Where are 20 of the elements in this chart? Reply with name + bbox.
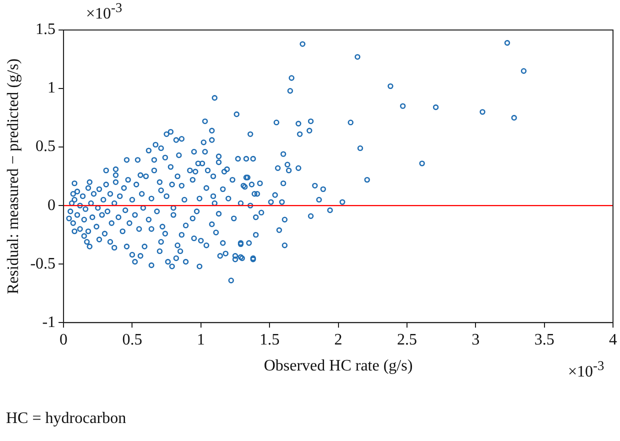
x-axis-title: Observed HC rate (g/s): [264, 358, 413, 375]
x-tick-label: 3.5: [534, 331, 554, 348]
x-tick-label: 2.5: [396, 331, 417, 348]
x-tick-label: 2: [334, 331, 342, 348]
x-tick-label: 1: [196, 331, 205, 348]
text: ×10$^{-3}$: [568, 358, 604, 382]
x-tick-label: 3: [472, 331, 480, 348]
text: ×10$^{-3}$: [86, 0, 122, 24]
x-tick-label: 4: [609, 331, 617, 348]
text: HC = hydrocarbon: [6, 410, 126, 428]
y-tick-label: -1: [42, 314, 56, 331]
x-tick-label: 1.5: [260, 331, 280, 348]
y-tick-label: 0.5: [36, 138, 56, 156]
x-tick-label: 0.5: [122, 331, 142, 348]
y-tick-label: 1: [48, 80, 56, 97]
y-tick-label: 0: [48, 196, 56, 214]
y-axis-title: Residual: measured − predicted (g/s): [4, 58, 22, 294]
y-tick-label: 1.5: [36, 21, 56, 38]
y-tick-label: -0.5: [30, 255, 56, 272]
x-tick-label: 0: [60, 331, 68, 348]
